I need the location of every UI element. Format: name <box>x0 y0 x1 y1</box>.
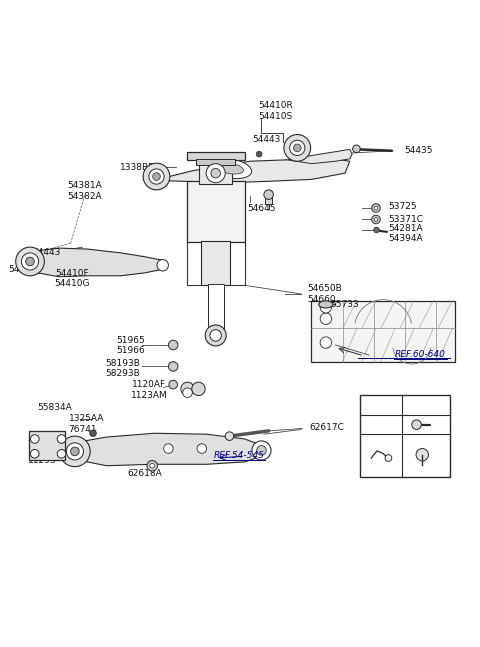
Circle shape <box>169 380 178 389</box>
Bar <box>201 241 230 285</box>
Circle shape <box>211 168 220 178</box>
Polygon shape <box>288 149 352 164</box>
Circle shape <box>192 382 205 395</box>
Circle shape <box>149 169 164 184</box>
Circle shape <box>16 247 44 276</box>
Text: 54281A
54394A: 54281A 54394A <box>388 224 422 243</box>
Circle shape <box>289 140 305 155</box>
Circle shape <box>252 441 271 460</box>
Circle shape <box>374 217 378 221</box>
Text: 91960H: 91960H <box>370 442 406 451</box>
Circle shape <box>206 164 225 182</box>
Ellipse shape <box>217 163 243 174</box>
Circle shape <box>205 325 226 346</box>
Circle shape <box>71 447 79 455</box>
Circle shape <box>66 443 84 460</box>
Text: 1129ED: 1129ED <box>410 397 445 406</box>
Bar <box>360 395 450 477</box>
Circle shape <box>143 163 170 190</box>
Circle shape <box>57 435 66 443</box>
Circle shape <box>373 227 379 233</box>
Text: 51965
51966: 51965 51966 <box>116 336 144 355</box>
Circle shape <box>257 446 266 455</box>
Circle shape <box>164 444 173 454</box>
Circle shape <box>293 144 301 151</box>
Circle shape <box>147 461 157 471</box>
Text: REF.60-640: REF.60-640 <box>395 351 446 360</box>
Text: 54410F
54410G: 54410F 54410G <box>54 269 90 289</box>
Circle shape <box>168 362 178 371</box>
Circle shape <box>412 420 421 430</box>
Circle shape <box>22 253 38 270</box>
Bar <box>187 237 245 285</box>
Circle shape <box>181 382 194 395</box>
Polygon shape <box>68 433 262 466</box>
Text: 55834A: 55834A <box>37 402 72 411</box>
Bar <box>187 181 245 243</box>
Polygon shape <box>28 248 164 277</box>
Text: 54435: 54435 <box>9 265 37 274</box>
Text: 54381A
54382A: 54381A 54382A <box>68 181 102 201</box>
Bar <box>265 192 272 204</box>
Text: 1140FY: 1140FY <box>411 442 444 451</box>
Circle shape <box>320 302 332 313</box>
Circle shape <box>157 259 168 271</box>
Text: 1338BB: 1338BB <box>120 163 155 172</box>
Circle shape <box>57 450 66 458</box>
Ellipse shape <box>319 301 333 308</box>
Text: 54443: 54443 <box>33 248 61 258</box>
Text: 54410R
54410S: 54410R 54410S <box>258 102 293 121</box>
Text: 54443: 54443 <box>252 135 280 144</box>
Circle shape <box>31 435 39 443</box>
Circle shape <box>320 337 332 348</box>
Bar <box>207 285 224 329</box>
Circle shape <box>225 432 234 441</box>
Circle shape <box>416 448 429 461</box>
Polygon shape <box>311 301 455 362</box>
Text: 62617C: 62617C <box>309 422 344 432</box>
Text: 1120AF
1123AM: 1120AF 1123AM <box>131 380 168 400</box>
Polygon shape <box>144 157 350 182</box>
Text: 58193B
58293B: 58193B 58293B <box>106 358 141 378</box>
Text: 1325AA: 1325AA <box>69 415 104 423</box>
Circle shape <box>264 190 274 199</box>
Text: 76741: 76741 <box>68 426 97 434</box>
Text: 56822: 56822 <box>28 435 56 443</box>
Circle shape <box>353 145 360 153</box>
Text: 55733: 55733 <box>331 300 360 309</box>
Text: 53725: 53725 <box>388 202 417 211</box>
Bar <box>199 163 232 184</box>
Bar <box>196 159 235 164</box>
Text: 54645: 54645 <box>247 204 276 212</box>
Bar <box>29 431 65 459</box>
Circle shape <box>256 151 262 157</box>
Circle shape <box>60 436 90 466</box>
Circle shape <box>372 204 380 212</box>
Circle shape <box>320 313 332 324</box>
Circle shape <box>26 257 34 266</box>
Circle shape <box>197 444 206 454</box>
Text: 53371C: 53371C <box>388 215 423 224</box>
Circle shape <box>374 206 378 210</box>
Text: 62618A: 62618A <box>127 469 162 478</box>
Text: 54650B
54660: 54650B 54660 <box>307 284 342 303</box>
Circle shape <box>183 388 192 397</box>
Text: REF.54-545: REF.54-545 <box>214 451 264 460</box>
Bar <box>187 151 245 160</box>
Circle shape <box>31 450 39 458</box>
Circle shape <box>153 173 160 181</box>
Circle shape <box>210 330 221 341</box>
Circle shape <box>385 455 392 461</box>
Text: 54435: 54435 <box>405 146 433 155</box>
Text: 11293: 11293 <box>28 456 56 465</box>
Circle shape <box>372 215 380 224</box>
Ellipse shape <box>209 159 252 179</box>
Circle shape <box>284 135 311 161</box>
Circle shape <box>150 463 155 468</box>
Circle shape <box>90 430 96 437</box>
Circle shape <box>168 340 178 350</box>
